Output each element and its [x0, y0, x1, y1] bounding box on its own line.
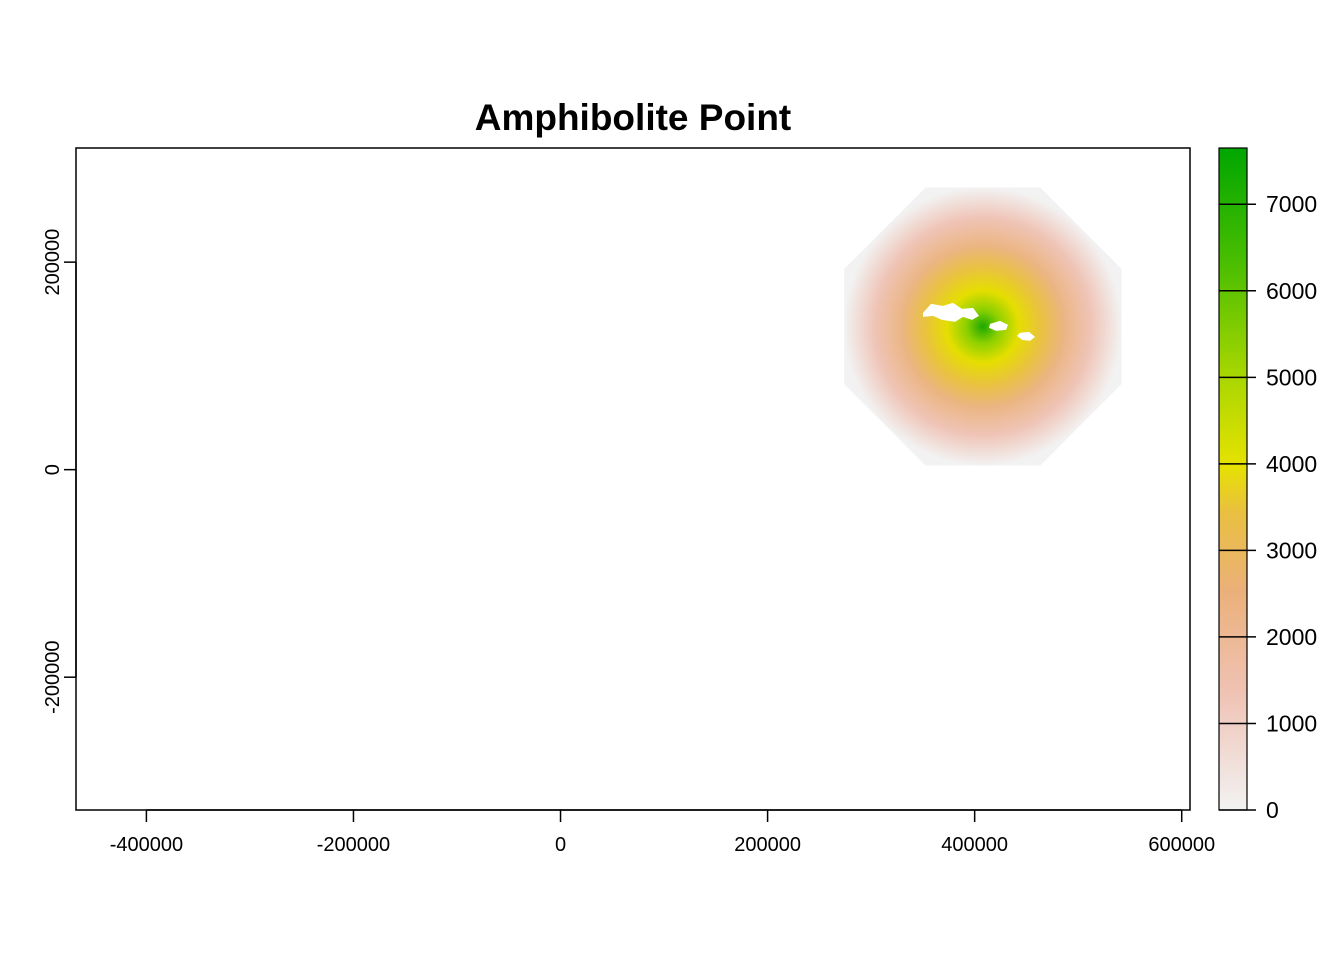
legend-ticks: 0 1000 2000 3000 4000 5000 6000 7000 [1219, 191, 1317, 823]
raster-layer [844, 187, 1122, 466]
x-tick-label: 400000 [941, 834, 1008, 856]
nodata-patch [1017, 331, 1036, 341]
legend-tick-label: 4000 [1266, 451, 1317, 477]
x-tick-label: 600000 [1148, 834, 1215, 856]
y-tick-label: -200000 [42, 640, 64, 713]
chart-title: Amphibolite Point [475, 97, 792, 138]
legend-tick-label: 7000 [1266, 191, 1317, 217]
nodata-patch [923, 302, 980, 322]
nodata-patch [989, 320, 1009, 331]
x-tick-label: 200000 [734, 834, 801, 856]
y-axis: -200000 0 200000 [42, 229, 77, 714]
y-tick-label: 200000 [42, 229, 64, 296]
x-tick-label: -400000 [110, 834, 183, 856]
legend-tick-label: 2000 [1266, 624, 1317, 650]
legend-tick-label: 0 [1266, 797, 1279, 823]
legend-tick-label: 1000 [1266, 710, 1317, 736]
x-axis: -400000 -200000 0 200000 400000 600000 [110, 809, 1215, 856]
y-tick-label: 0 [42, 464, 64, 475]
legend-colorbar [1219, 148, 1247, 810]
x-tick-label: 0 [555, 834, 566, 856]
x-tick-label: -200000 [317, 834, 390, 856]
color-legend: 0 1000 2000 3000 4000 5000 6000 7000 [1218, 147, 1317, 823]
legend-tick-label: 6000 [1266, 278, 1317, 304]
legend-tick-label: 5000 [1266, 364, 1317, 390]
legend-tick-label: 3000 [1266, 537, 1317, 563]
raster-octagon [844, 187, 1122, 466]
